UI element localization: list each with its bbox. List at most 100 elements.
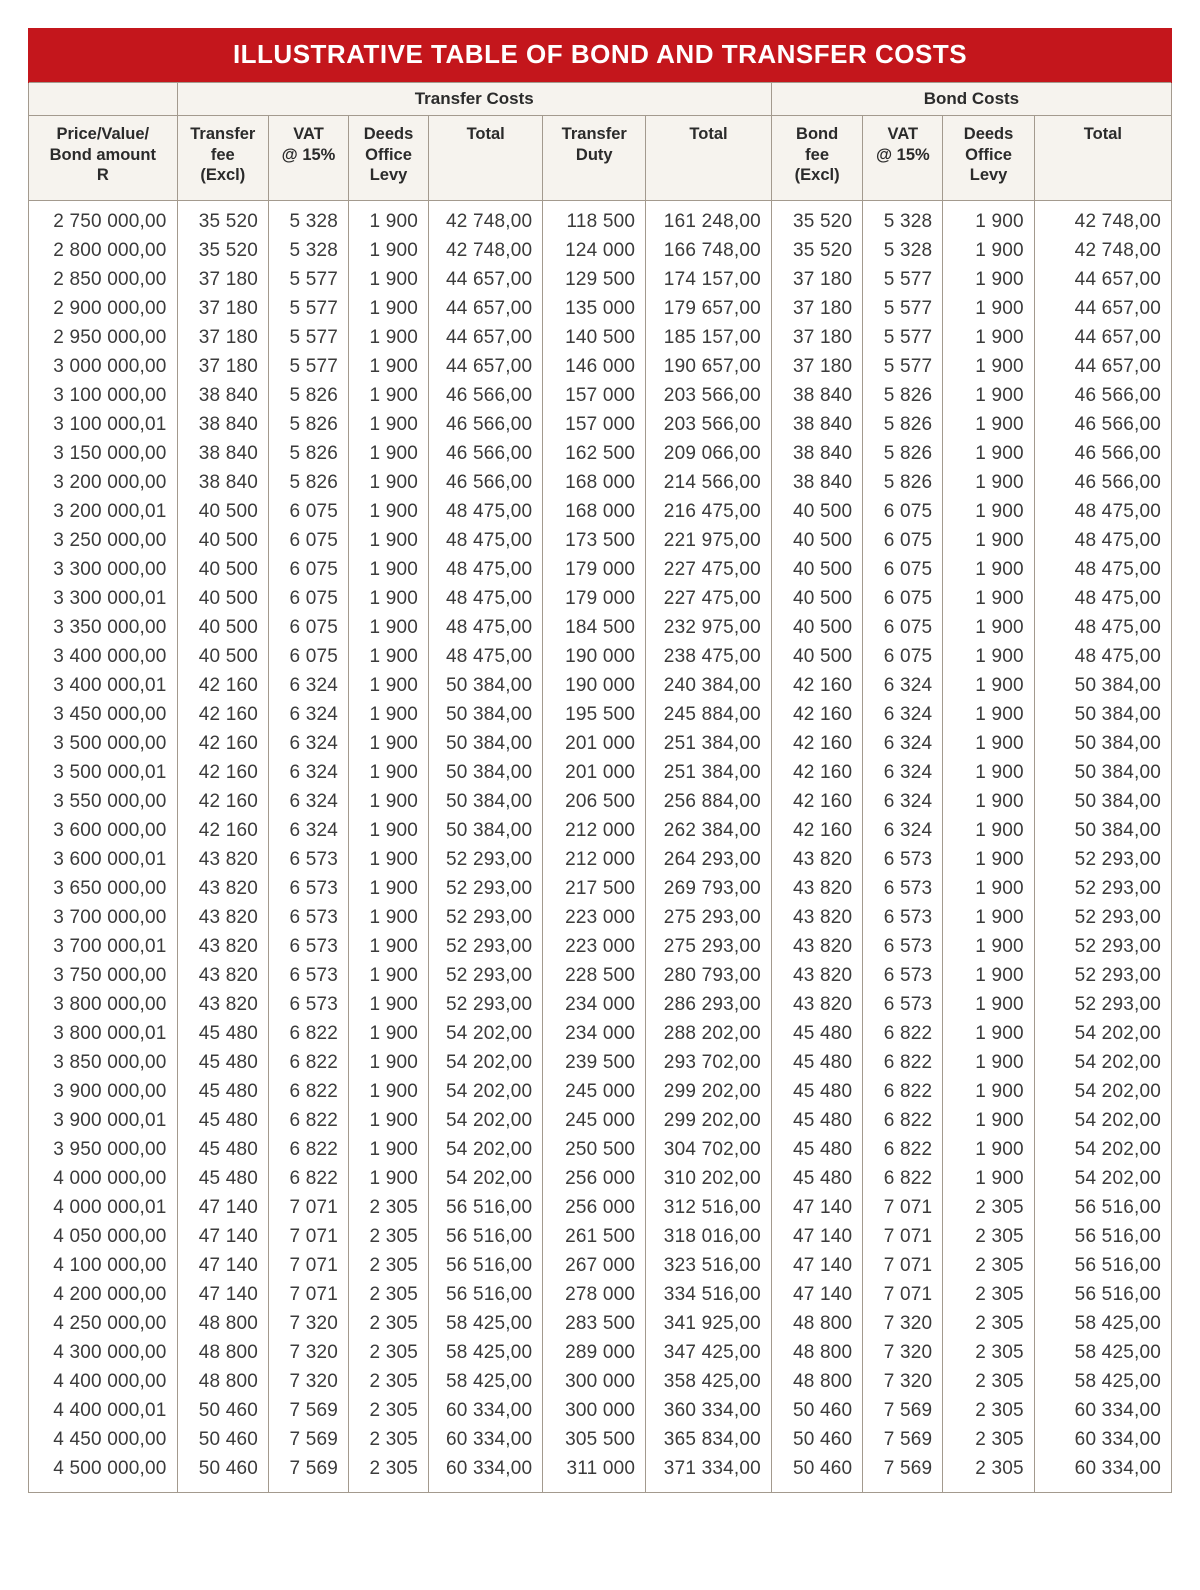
- table-cell: 3 300 000,01: [29, 584, 178, 613]
- table-cell: 1 900: [349, 1077, 429, 1106]
- table-cell: 1 900: [943, 932, 1034, 961]
- col-header-b-vat: VAT @ 15%: [863, 116, 943, 201]
- table-cell: 3 250 000,00: [29, 526, 178, 555]
- table-cell: 1 900: [349, 555, 429, 584]
- table-cell: 46 566,00: [1034, 439, 1171, 468]
- table-row: 3 900 000,0145 4806 8221 90054 202,00245…: [29, 1106, 1172, 1135]
- table-cell: 5 826: [269, 468, 349, 497]
- table-cell: 6 573: [269, 961, 349, 990]
- table-cell: 38 840: [771, 468, 862, 497]
- table-cell: 43 820: [771, 845, 862, 874]
- table-cell: 5 328: [863, 200, 943, 236]
- table-cell: 2 305: [349, 1454, 429, 1492]
- table-cell: 58 425,00: [1034, 1309, 1171, 1338]
- table-cell: 6 324: [269, 787, 349, 816]
- table-cell: 43 820: [177, 932, 268, 961]
- table-cell: 227 475,00: [646, 584, 772, 613]
- table-cell: 47 140: [771, 1280, 862, 1309]
- table-cell: 6 822: [269, 1019, 349, 1048]
- table-cell: 239 500: [543, 1048, 646, 1077]
- table-cell: 168 000: [543, 468, 646, 497]
- table-cell: 3 950 000,00: [29, 1135, 178, 1164]
- table-cell: 203 566,00: [646, 381, 772, 410]
- table-cell: 52 293,00: [1034, 903, 1171, 932]
- table-row: 3 100 000,0138 8405 8261 90046 566,00157…: [29, 410, 1172, 439]
- table-cell: 212 000: [543, 845, 646, 874]
- table-cell: 1 900: [943, 584, 1034, 613]
- table-cell: 52 293,00: [429, 845, 543, 874]
- table-cell: 48 475,00: [1034, 526, 1171, 555]
- table-cell: 56 516,00: [429, 1222, 543, 1251]
- table-cell: 2 800 000,00: [29, 236, 178, 265]
- table-cell: 54 202,00: [429, 1019, 543, 1048]
- table-cell: 52 293,00: [429, 961, 543, 990]
- table-cell: 47 140: [177, 1222, 268, 1251]
- table-cell: 42 160: [177, 758, 268, 787]
- table-cell: 38 840: [771, 381, 862, 410]
- table-cell: 45 480: [771, 1048, 862, 1077]
- table-row: 2 950 000,0037 1805 5771 90044 657,00140…: [29, 323, 1172, 352]
- table-cell: 7 071: [863, 1280, 943, 1309]
- table-cell: 371 334,00: [646, 1454, 772, 1492]
- table-cell: 201 000: [543, 758, 646, 787]
- table-cell: 251 384,00: [646, 758, 772, 787]
- table-cell: 7 569: [269, 1425, 349, 1454]
- table-cell: 50 384,00: [1034, 671, 1171, 700]
- table-cell: 3 300 000,00: [29, 555, 178, 584]
- table-row: 3 250 000,0040 5006 0751 90048 475,00173…: [29, 526, 1172, 555]
- table-cell: 46 566,00: [429, 381, 543, 410]
- table-cell: 1 900: [349, 381, 429, 410]
- table-cell: 3 800 000,00: [29, 990, 178, 1019]
- table-cell: 1 900: [943, 845, 1034, 874]
- table-row: 3 650 000,0043 8206 5731 90052 293,00217…: [29, 874, 1172, 903]
- table-row: 3 800 000,0043 8206 5731 90052 293,00234…: [29, 990, 1172, 1019]
- table-cell: 6 573: [863, 874, 943, 903]
- table-cell: 6 075: [269, 613, 349, 642]
- group-header-transfer: Transfer Costs: [177, 83, 771, 116]
- table-row: 4 100 000,0047 1407 0712 30556 516,00267…: [29, 1251, 1172, 1280]
- table-cell: 38 840: [177, 439, 268, 468]
- table-cell: 38 840: [771, 410, 862, 439]
- table-cell: 6 075: [863, 642, 943, 671]
- table-cell: 7 071: [863, 1222, 943, 1251]
- table-cell: 2 305: [349, 1280, 429, 1309]
- table-cell: 45 480: [771, 1106, 862, 1135]
- table-cell: 48 475,00: [429, 642, 543, 671]
- table-cell: 6 822: [269, 1135, 349, 1164]
- table-cell: 3 900 000,00: [29, 1077, 178, 1106]
- table-cell: 1 900: [349, 1048, 429, 1077]
- table-cell: 234 000: [543, 1019, 646, 1048]
- table-cell: 2 305: [943, 1396, 1034, 1425]
- table-cell: 46 566,00: [429, 439, 543, 468]
- table-cell: 1 900: [349, 990, 429, 1019]
- table-cell: 60 334,00: [429, 1396, 543, 1425]
- table-cell: 275 293,00: [646, 903, 772, 932]
- table-cell: 283 500: [543, 1309, 646, 1338]
- table-cell: 4 200 000,00: [29, 1280, 178, 1309]
- table-cell: 46 566,00: [1034, 410, 1171, 439]
- table-cell: 42 160: [771, 700, 862, 729]
- table-cell: 5 577: [269, 294, 349, 323]
- table-row: 2 800 000,0035 5205 3281 90042 748,00124…: [29, 236, 1172, 265]
- table-cell: 6 075: [863, 497, 943, 526]
- table-cell: 40 500: [771, 584, 862, 613]
- table-cell: 6 324: [863, 700, 943, 729]
- table-cell: 50 384,00: [429, 729, 543, 758]
- table-row: 3 600 000,0042 1606 3241 90050 384,00212…: [29, 816, 1172, 845]
- table-cell: 1 900: [943, 642, 1034, 671]
- table-cell: 190 000: [543, 642, 646, 671]
- table-cell: 1 900: [349, 671, 429, 700]
- table-cell: 2 305: [349, 1222, 429, 1251]
- table-cell: 6 324: [269, 729, 349, 758]
- table-cell: 238 475,00: [646, 642, 772, 671]
- table-cell: 1 900: [349, 1106, 429, 1135]
- table-cell: 5 826: [863, 381, 943, 410]
- table-cell: 6 822: [269, 1164, 349, 1193]
- table-cell: 162 500: [543, 439, 646, 468]
- table-cell: 7 569: [269, 1396, 349, 1425]
- table-cell: 1 900: [349, 294, 429, 323]
- table-cell: 3 350 000,00: [29, 613, 178, 642]
- table-cell: 1 900: [349, 200, 429, 236]
- table-cell: 3 850 000,00: [29, 1048, 178, 1077]
- table-cell: 2 305: [349, 1193, 429, 1222]
